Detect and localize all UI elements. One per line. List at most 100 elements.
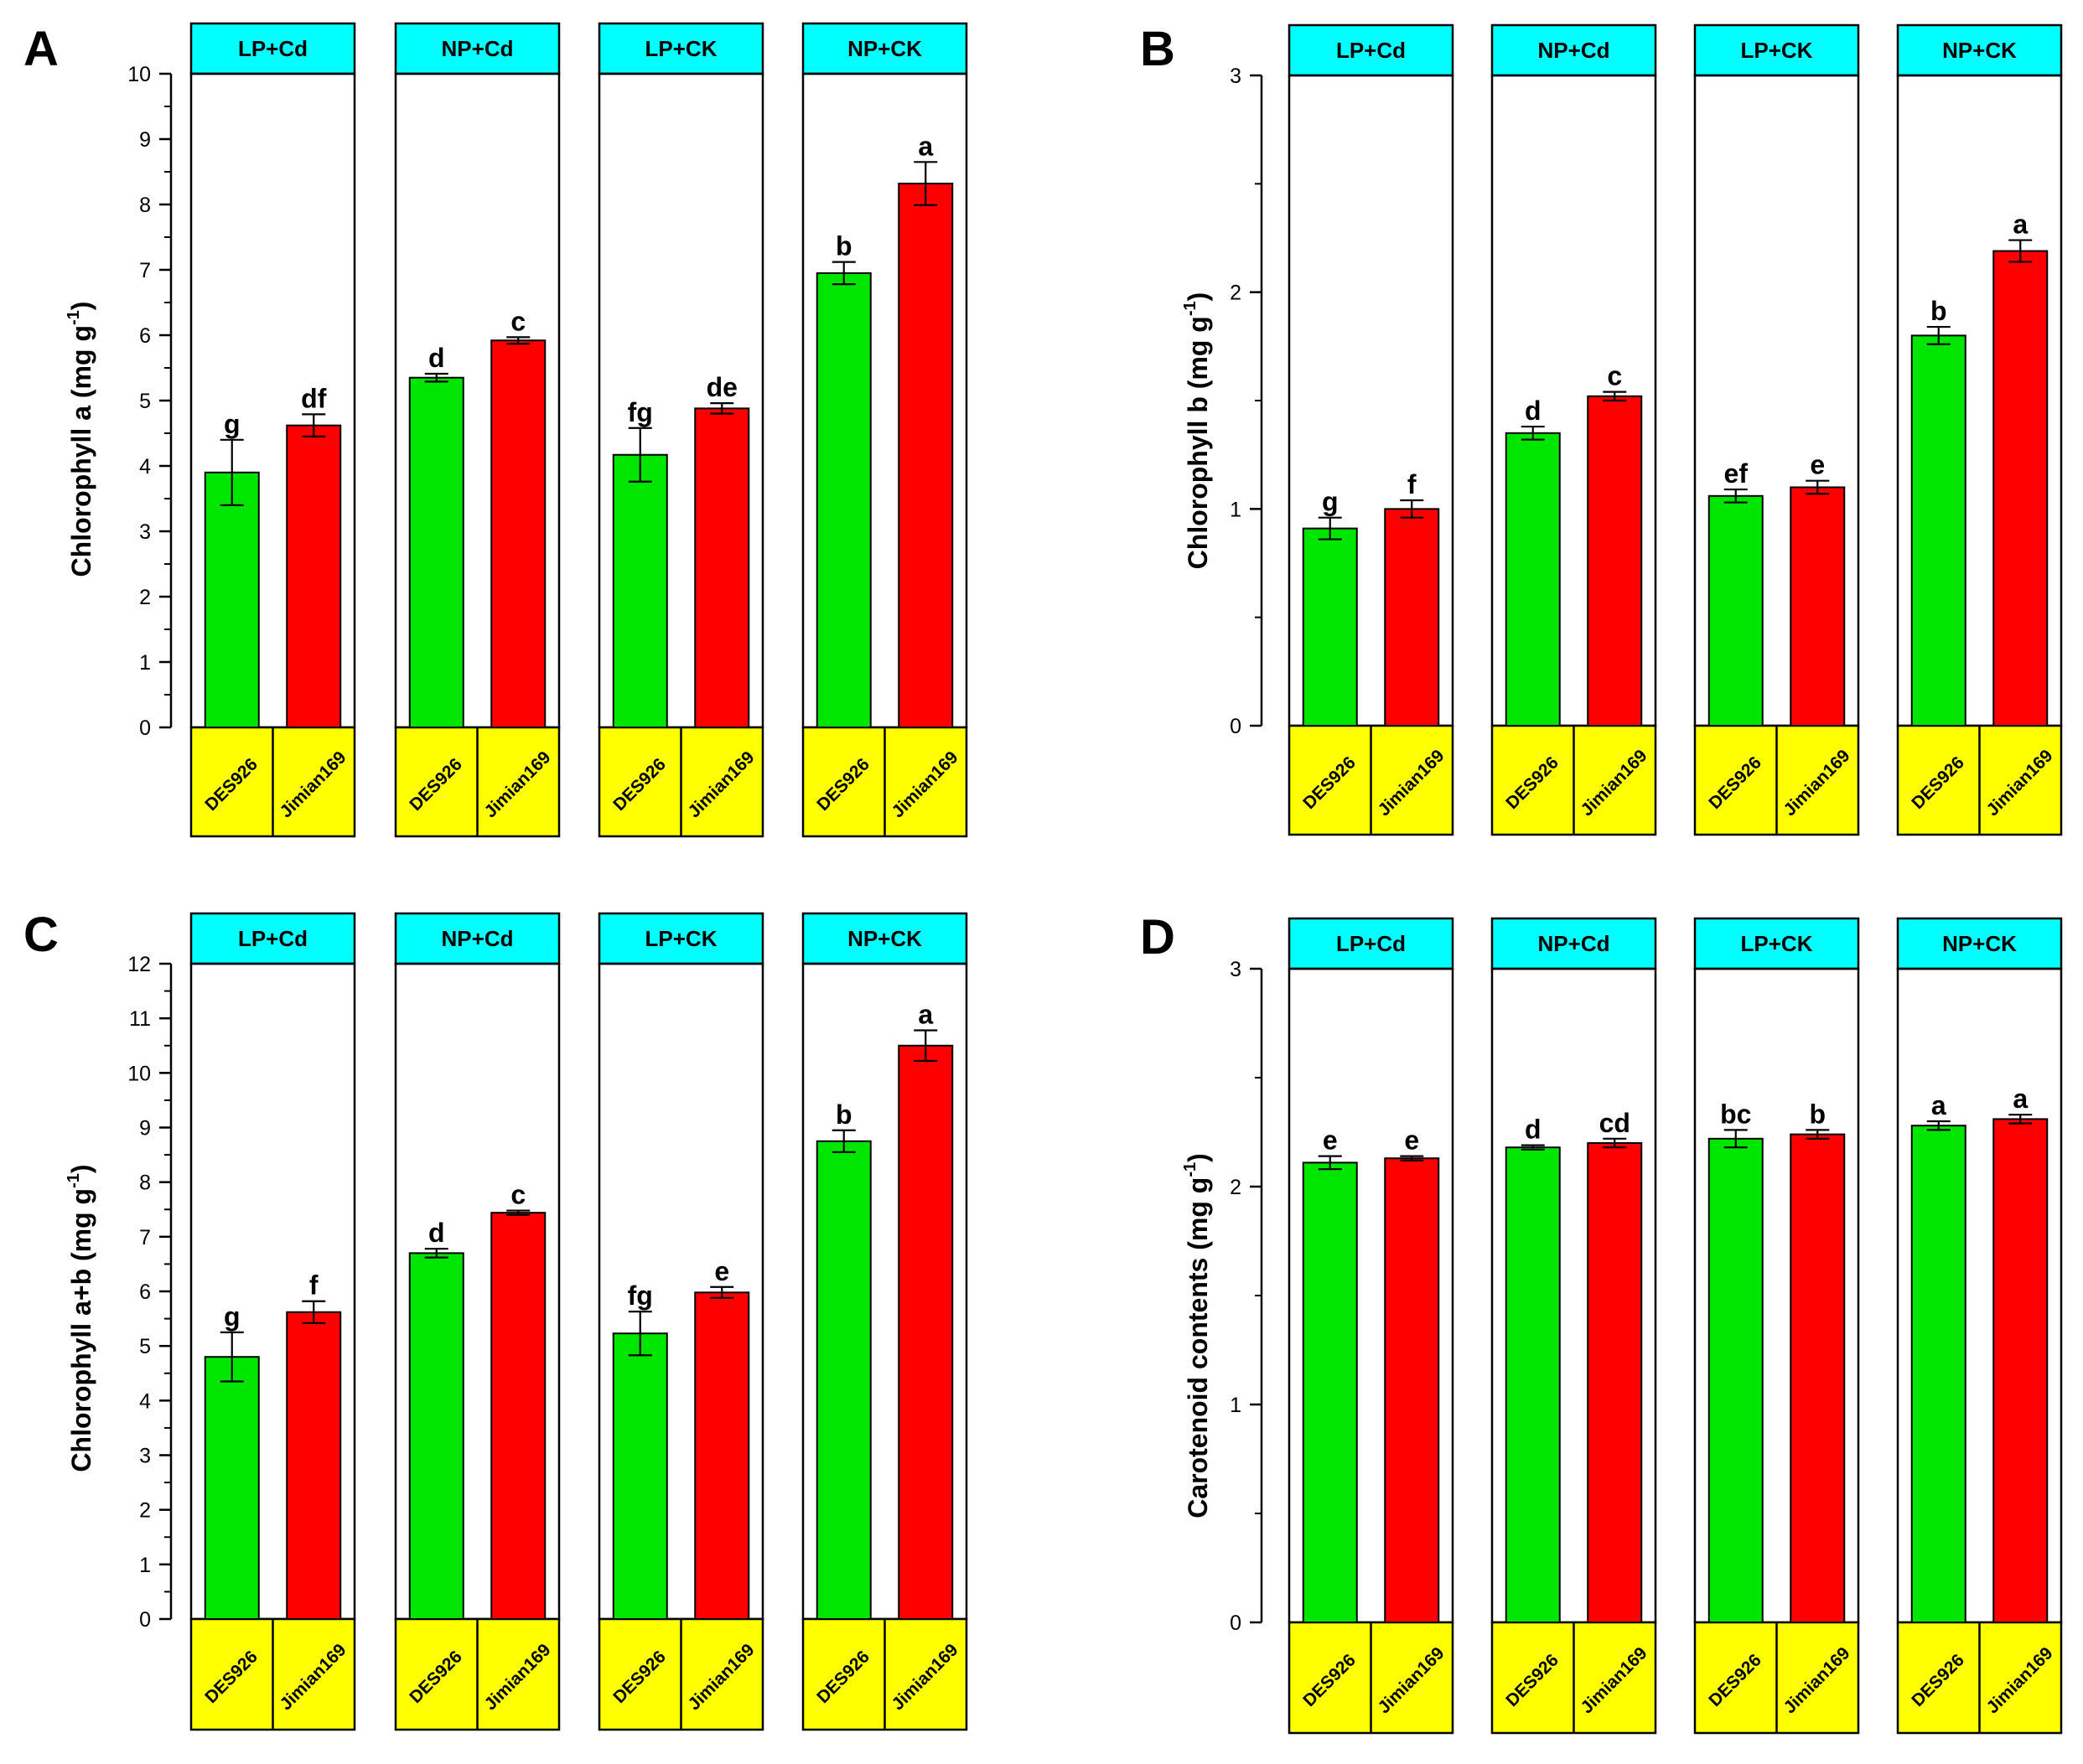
bar-des926 — [1910, 1125, 1966, 1623]
panel-letter: A — [23, 22, 59, 76]
y-axis-label-close: ) — [1183, 1153, 1213, 1162]
y-tick-label: 0 — [1230, 715, 1241, 738]
significance-letter: f — [1407, 469, 1417, 499]
bar-des926 — [408, 1252, 464, 1620]
significance-letter: d — [428, 343, 445, 373]
significance-letter: d — [1525, 1115, 1542, 1145]
y-axis-label: Chlorophyll a (mg g-1) — [65, 302, 96, 577]
y-tick-label: 7 — [139, 259, 151, 282]
y-tick-label: 3 — [139, 1445, 151, 1468]
y-tick-label: 5 — [139, 1335, 151, 1358]
panel-letter: B — [1140, 22, 1175, 76]
significance-letter: e — [1323, 1125, 1338, 1156]
significance-letter: e — [1404, 1125, 1419, 1156]
significance-letter: a — [918, 131, 933, 161]
y-tick-label: 10 — [127, 1062, 151, 1085]
bar-jimian169 — [490, 1212, 547, 1621]
significance-letter: g — [224, 409, 241, 439]
y-tick-label: 7 — [139, 1226, 151, 1249]
bar-des926 — [816, 272, 872, 728]
bar-jimian169 — [1790, 486, 1846, 727]
group-header-label: LP+CK — [1741, 38, 1813, 63]
group-header-label: LP+Cd — [238, 36, 308, 61]
group-header — [1693, 23, 1860, 77]
y-axis-label-sup: -1 — [1181, 301, 1200, 316]
y-axis-label: Carotenoid contents (mg g-1) — [1181, 1153, 1213, 1518]
group-header-label: NP+Cd — [442, 926, 514, 951]
y-axis-label: Chlorophyll b (mg g-1) — [1181, 292, 1213, 570]
significance-letter: g — [1322, 487, 1339, 517]
group-header-label: NP+Cd — [1538, 931, 1610, 956]
bar-jimian169 — [1992, 250, 2049, 727]
significance-letter: cd — [1599, 1108, 1630, 1138]
y-axis-label-main: Carotenoid contents (mg g — [1183, 1177, 1213, 1518]
y-tick-label: 4 — [139, 1389, 151, 1413]
y-tick-label: 3 — [1230, 65, 1241, 88]
bar-jimian169 — [694, 1291, 750, 1620]
significance-letter: a — [2013, 1084, 2028, 1114]
y-tick-label: 1 — [1230, 1394, 1241, 1417]
group-header — [394, 22, 561, 75]
y-tick-label: 8 — [139, 194, 151, 217]
bar-jimian169 — [898, 1044, 954, 1620]
group-header-label: NP+CK — [1942, 38, 2017, 63]
y-tick-label: 6 — [139, 1280, 151, 1304]
bar-jimian169 — [1992, 1118, 2049, 1623]
y-tick-label: 9 — [139, 128, 151, 152]
bar-des926 — [1302, 1161, 1358, 1623]
y-tick-label: 12 — [127, 953, 151, 976]
bar-jimian169 — [286, 424, 342, 728]
y-axis-label-main: Chlorophyll b (mg g — [1183, 316, 1213, 569]
y-tick-label: 2 — [1230, 1176, 1241, 1199]
bar-jimian169 — [1587, 395, 1643, 727]
bar-des926 — [1505, 1146, 1561, 1623]
bar-jimian169 — [1587, 1142, 1643, 1623]
bar-des926 — [1302, 527, 1358, 727]
significance-letter: c — [510, 1180, 526, 1210]
y-axis-label-close: ) — [1183, 292, 1213, 302]
significance-letter: d — [428, 1218, 445, 1248]
y-tick-label: 1 — [1230, 498, 1241, 521]
bar-des926 — [1505, 432, 1561, 727]
group-header-label: NP+Cd — [442, 36, 514, 61]
bar-des926 — [204, 1356, 260, 1620]
group-header-label: NP+CK — [847, 926, 922, 951]
y-tick-label: 1 — [139, 1554, 151, 1577]
bar-des926 — [816, 1140, 872, 1620]
panel-letter: C — [23, 908, 59, 962]
group-header — [1490, 917, 1657, 970]
significance-letter: c — [1607, 361, 1622, 391]
y-tick-label: 0 — [139, 1608, 151, 1632]
y-axis-label-sup: -1 — [65, 1173, 83, 1188]
group-header — [1288, 23, 1454, 77]
y-tick-label: 8 — [139, 1172, 151, 1195]
group-header — [1288, 917, 1454, 970]
significance-letter: a — [1931, 1090, 1946, 1120]
panel-A: A 0 1 2 3 4 5 6 7 8 9 10 Chlorophyll a (mg g-1) LP+Cd… — [23, 22, 968, 838]
y-tick-label: 0 — [1230, 1611, 1241, 1635]
bar-jimian169 — [1384, 1157, 1440, 1623]
y-axis-label-main: Chlorophyll a+b (mg g — [66, 1188, 96, 1472]
y-tick-label: 2 — [139, 586, 151, 609]
bar-jimian169 — [1790, 1133, 1846, 1623]
significance-letter: b — [1930, 296, 1947, 326]
y-tick-label: 11 — [129, 1007, 151, 1031]
significance-letter: d — [1525, 396, 1542, 426]
group-header-label: LP+CK — [1741, 931, 1813, 956]
y-tick-label: 4 — [139, 455, 151, 479]
y-tick-label: 2 — [139, 1499, 151, 1523]
significance-letter: a — [2013, 210, 2028, 240]
